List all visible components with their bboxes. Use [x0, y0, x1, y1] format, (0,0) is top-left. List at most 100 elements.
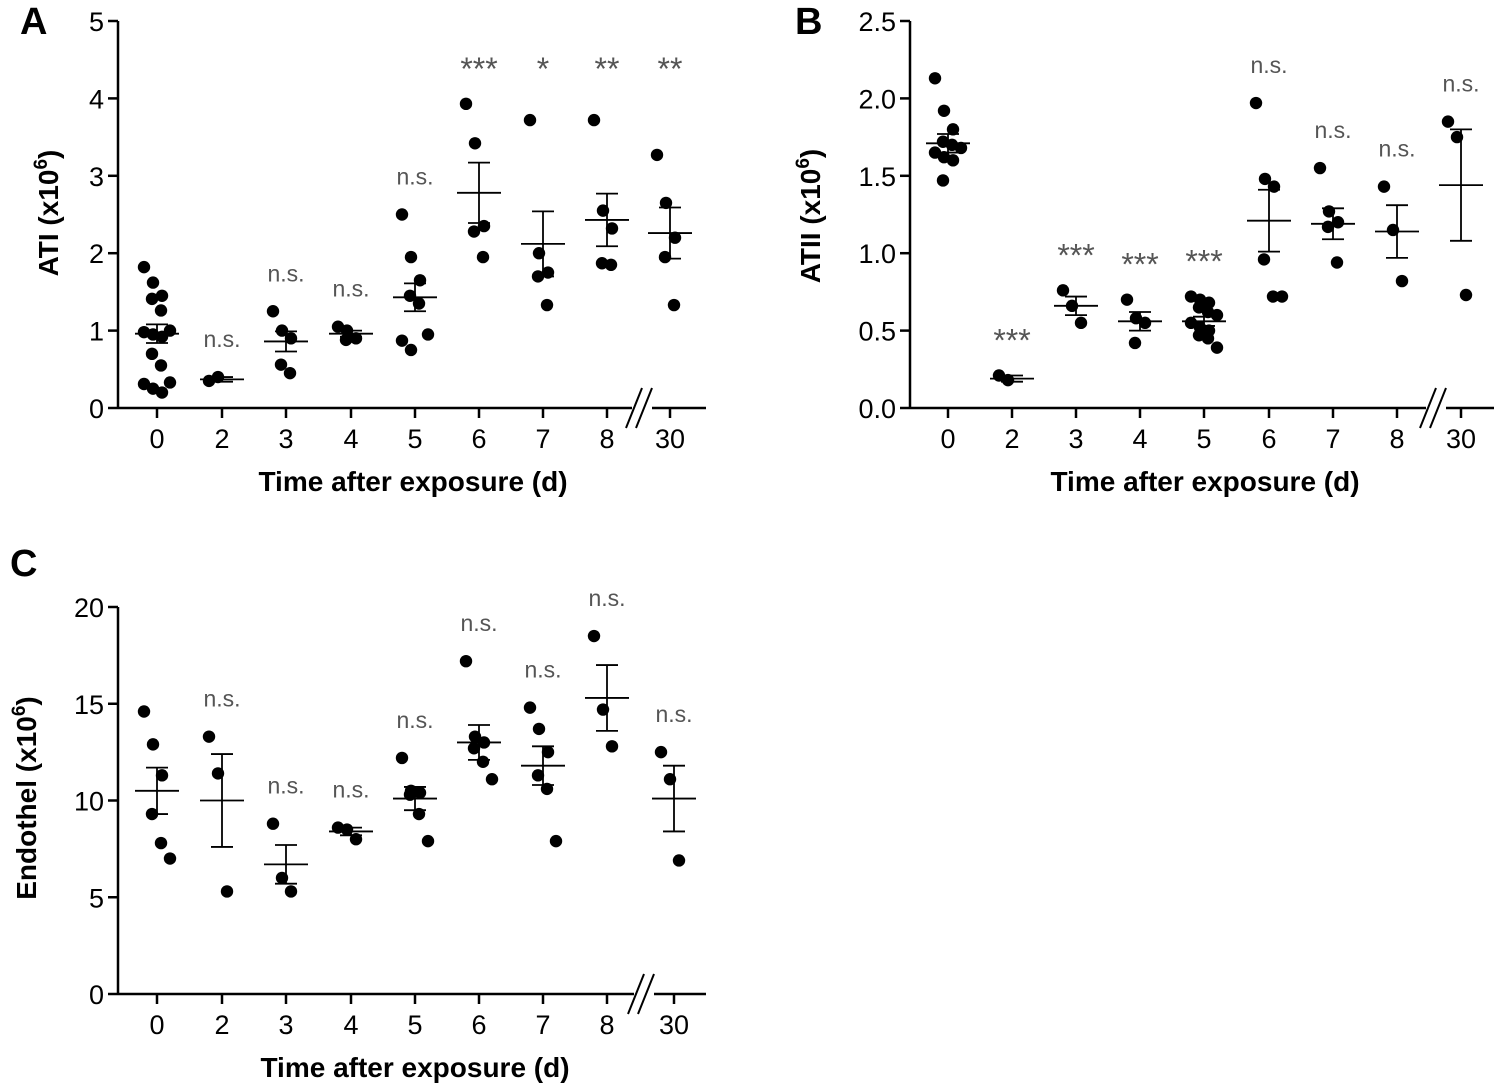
panel-c-significance-label: n.s.: [267, 773, 304, 799]
panel-c-x-tick-label: 6: [471, 1010, 486, 1040]
panel-b-significance-label: n.s.: [1442, 71, 1479, 97]
panel-c-significance-label: n.s.: [396, 707, 433, 733]
panel-a-data-point: [395, 208, 409, 221]
panel-b-axis-break-mark: [1429, 387, 1447, 429]
panel-b-y-tick-label: 1.5: [858, 162, 896, 192]
panel-b-ylabel-close: ): [795, 149, 826, 158]
panel-b-significance-label: n.s.: [1314, 117, 1351, 143]
panel-c-data-point: [532, 722, 546, 736]
panel-a-ylabel-close: ): [33, 150, 64, 159]
panel-a-axis-break-mark: [635, 387, 653, 429]
panel-a-data-point: [349, 332, 363, 345]
panel-a-significance-label: n.s.: [332, 276, 369, 302]
panel-c-data-point: [531, 769, 545, 782]
panel-a-y-tick-label: 4: [89, 84, 104, 114]
panel-a-significance-label: n.s.: [203, 326, 240, 352]
panel-c-significance-label: n.s.: [588, 585, 625, 611]
panel-c-axis-break-mark: [627, 973, 645, 1015]
panel-b-data-point: [936, 174, 950, 187]
panel-a-marks: n.s.n.s.n.s.n.s.*** * ** **: [135, 51, 692, 399]
panel-a-axes: 0 1 2 3 4 5 0 2 3 4 5 6 7 8 30: [89, 7, 706, 454]
panel-b-data-point: [1201, 332, 1215, 345]
panel-c-x-tick-label: 4: [343, 1010, 358, 1040]
panel-c-data-point: [523, 701, 537, 714]
panel-b-y-tick-label: 2.5: [858, 7, 896, 37]
panel-b-significance-label: n.s.: [1250, 52, 1287, 78]
panel-c-data-point: [155, 769, 169, 782]
panel-c-data-point: [395, 751, 409, 765]
panel-a-data-point: [155, 289, 169, 302]
panel-c-data-point: [672, 854, 686, 867]
panel-c-data-point: [587, 629, 601, 643]
panel-c-y-tick-label: 5: [89, 883, 104, 913]
panel-a-data-point: [274, 358, 288, 371]
panel-b-data-point: [937, 104, 951, 117]
panel-a-data-point: [404, 250, 418, 264]
panel-c-ylabel-main: Endothel (x10: [11, 716, 42, 900]
panel-b-letter: B: [795, 1, 822, 43]
panel-a-significance-label: *: [537, 51, 549, 87]
panel-b-x-tick-label: 4: [1132, 424, 1147, 454]
panel-b-data-point: [1056, 284, 1070, 297]
panel-a-data-point: [146, 276, 160, 289]
panel-c-significance-label: n.s.: [460, 610, 497, 636]
panel-c-data-point: [459, 654, 473, 668]
panel-c-xlabel: Time after exposure (d): [260, 1052, 569, 1083]
panel-b-data-point: [1275, 290, 1289, 303]
panel-b-data-point: [1331, 216, 1345, 229]
panel-c-data-point: [605, 740, 619, 753]
panel-c-data-point: [275, 871, 289, 885]
panel-c-x-tick-label: 5: [407, 1010, 422, 1040]
panel-a-data-point: [476, 250, 490, 264]
panel-c-ylabel: Endothel (x106): [9, 696, 42, 900]
panel-a-x-tick-label: 30: [655, 424, 685, 454]
panel-c-data-point: [266, 817, 280, 830]
panel-c-data-point: [549, 834, 563, 848]
panel-a-data-point: [540, 298, 554, 312]
panel-c-y-tick-label: 15: [74, 690, 104, 720]
panel-c-x-tick-label: 2: [214, 1010, 229, 1040]
panel-a-data-point: [266, 305, 280, 318]
panel-b-data-point: [1202, 296, 1216, 309]
panel-c-x-tick-label: 30: [659, 1010, 689, 1040]
panel-a-y-tick-label: 0: [89, 394, 104, 424]
panel-c-data-point: [284, 885, 298, 898]
panel-a-x-tick-label: 8: [599, 424, 614, 454]
panel-b-data-point: [1210, 308, 1224, 322]
panel-b-data-point: [1266, 290, 1280, 303]
panel-c-y-tick-label: 0: [89, 980, 104, 1010]
panel-c-data-point: [340, 823, 354, 836]
panel-a-y-tick-label: 2: [89, 239, 104, 269]
panel-a-x-tick-label: 4: [343, 424, 358, 454]
panel-b-x-tick-label: 5: [1196, 424, 1211, 454]
panel-a-data-point: [421, 328, 435, 341]
panel-a-letter: A: [20, 1, 47, 43]
panel-c-data-point: [220, 885, 234, 898]
panel-a-ylabel: ATI (x106): [31, 150, 64, 277]
panel-a-ylabel-sup: 6: [31, 159, 52, 170]
panel-b-y-tick-label: 0.0: [858, 394, 896, 424]
panel-a-data-point: [650, 148, 664, 162]
panel-a-significance-label: **: [595, 51, 620, 87]
panel-a-data-point: [605, 222, 619, 235]
panel-b-data-point: [1249, 96, 1263, 110]
panel-c-data-point: [413, 786, 427, 799]
panel-b-x-tick-label: 6: [1261, 424, 1276, 454]
panel-a-x-tick-label: 3: [278, 424, 293, 454]
panel-b-data-point: [1395, 274, 1409, 288]
panel-a-data-point: [155, 386, 169, 399]
panel-b-significance-label: n.s.: [1378, 136, 1415, 162]
panel-a-y-tick-label: 3: [89, 162, 104, 192]
panel-a-data-point: [154, 359, 168, 372]
panel-a-y-tick-label: 5: [89, 7, 104, 37]
panel-b-data-point: [954, 141, 968, 155]
panel-a-significance-label: n.s.: [267, 260, 304, 286]
panel-b-x-tick-label: 30: [1446, 424, 1476, 454]
panel-c-axes: 0 5 10 15 20 0 2 3 4 5 6 7 8 30: [74, 593, 706, 1040]
panel-b-y-tick-label: 2.0: [858, 84, 896, 114]
panel-b-x-tick-label: 0: [940, 424, 955, 454]
panel-c-data-point: [467, 742, 481, 755]
panel-b-data-point: [1257, 253, 1271, 266]
